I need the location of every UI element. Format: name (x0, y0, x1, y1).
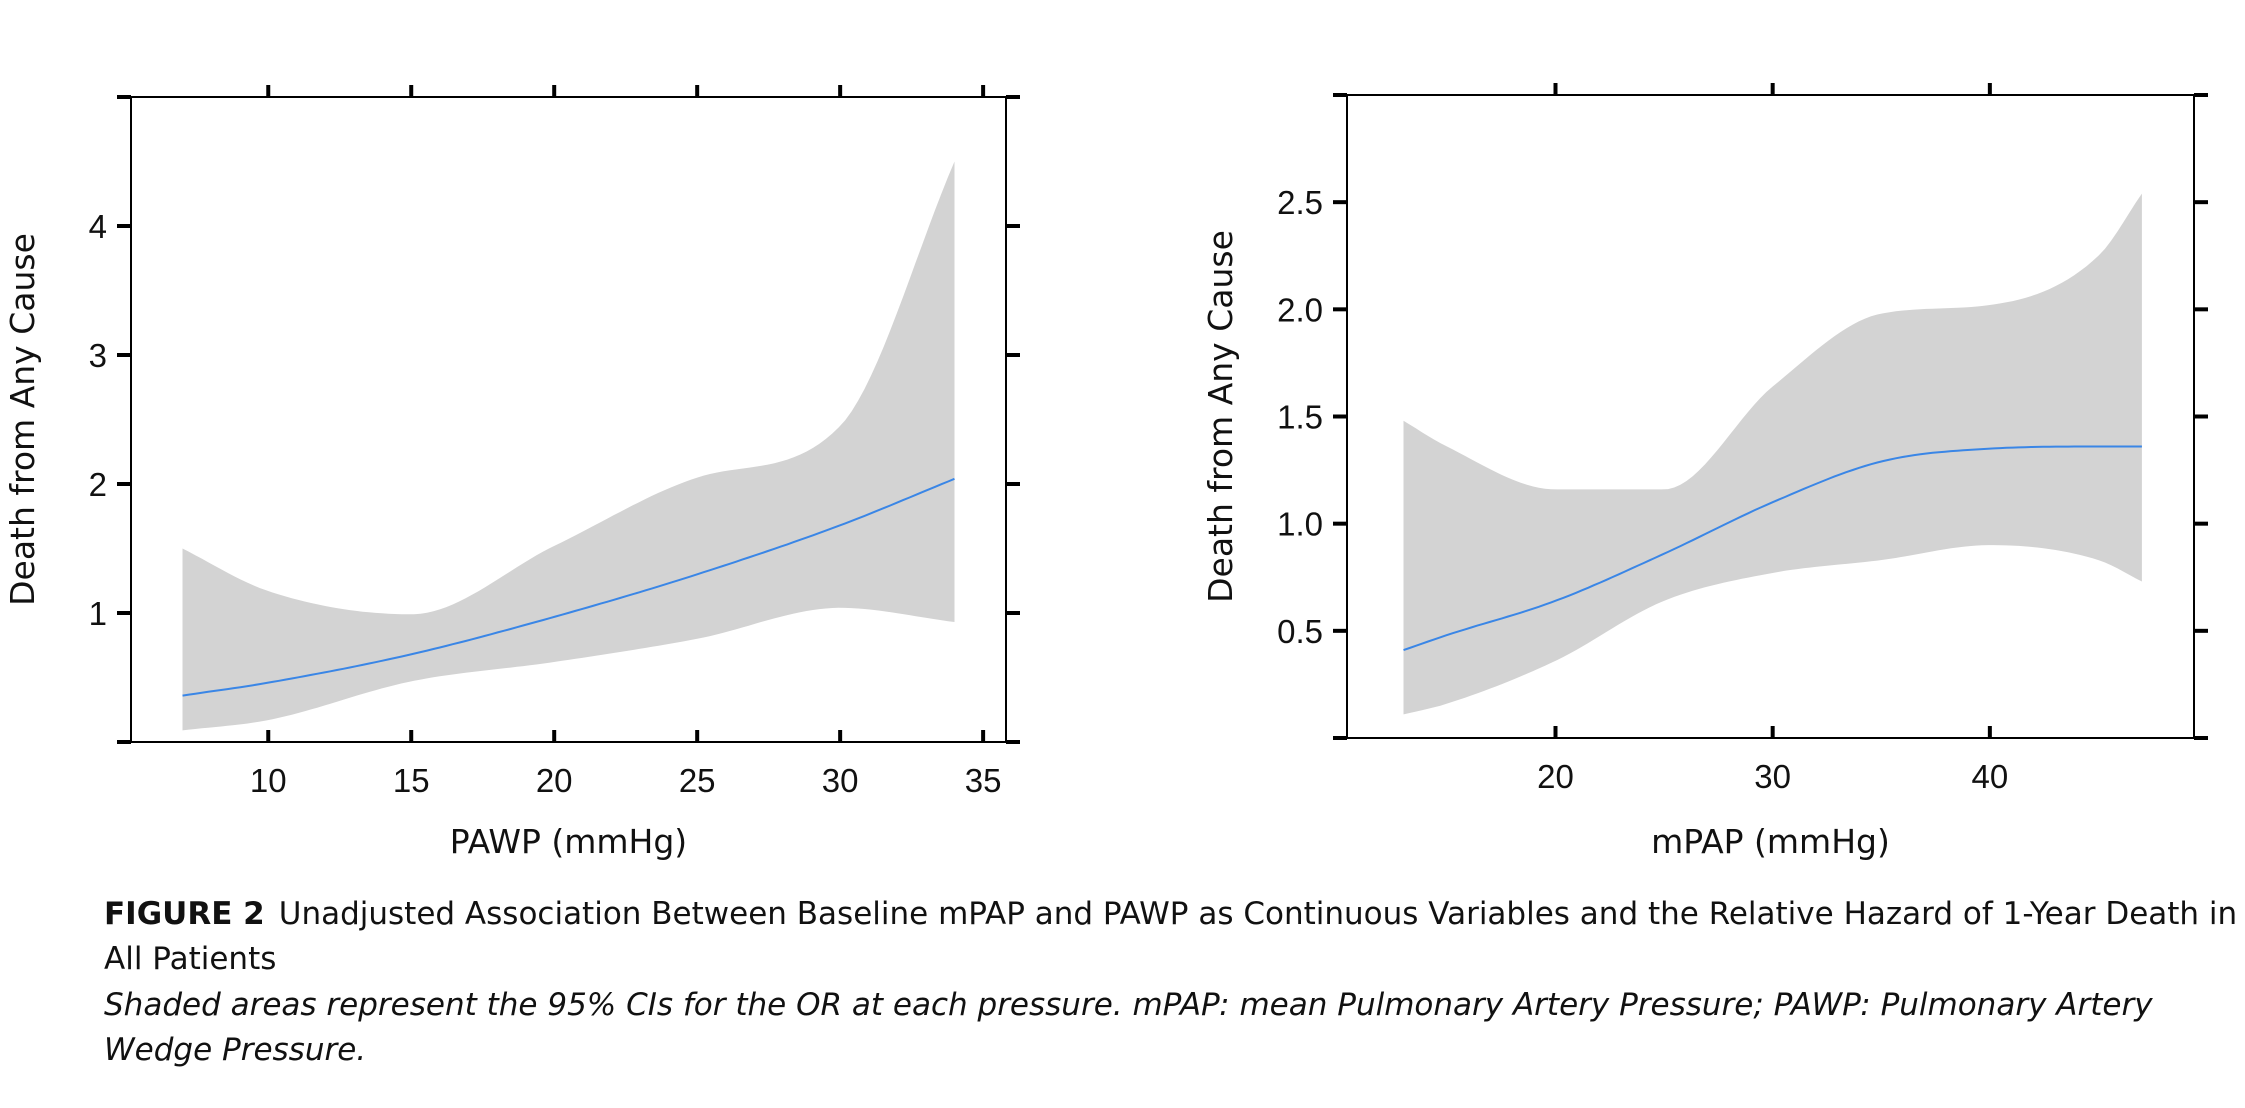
x-tick-label: 20 (1537, 758, 1574, 795)
ci-band (1403, 193, 2142, 715)
x-tick-label: 25 (679, 762, 716, 799)
figure-label: FIGURE 2 (104, 896, 265, 932)
y-tick-label: 2 (89, 466, 107, 503)
x-tick-label: 40 (1971, 758, 2008, 795)
hazard-curve (182, 477, 955, 697)
x-tick-label: 35 (965, 762, 1002, 799)
y-tick-label: 2.0 (1277, 291, 1323, 328)
x-axis-title: mPAP (mmHg) (1651, 822, 1890, 861)
y-tick-label: 3 (89, 337, 107, 374)
y-tick-label: 1.0 (1277, 506, 1323, 543)
chart-panel-1: 10 15 20 25 30 35 1 2 3 4 PAWP (mmHg) Death from An… (3, 85, 1020, 861)
y-tick-label: 1.5 (1277, 399, 1323, 436)
figure-caption: FIGURE 2 Unadjusted Association Between B… (104, 892, 2239, 982)
x-axis-title: PAWP (mmHg) (450, 822, 687, 861)
hazard-curve (1403, 445, 2142, 652)
caption-text: Unadjusted Association Between Baseline … (104, 896, 2238, 977)
x-tick-label: 20 (536, 762, 573, 799)
x-tick-label: 10 (250, 762, 287, 799)
y-tick-label: 2.5 (1277, 184, 1323, 221)
y-axis-title: Death from Any Cause (1201, 230, 1240, 603)
x-tick-label: 15 (393, 762, 430, 799)
y-axis-title: Death from Any Cause (3, 233, 42, 606)
y-tick-label: 4 (89, 208, 107, 245)
x-tick-label: 30 (1754, 758, 1791, 795)
caption-note: Shaded areas represent the 95% CIs for t… (104, 987, 2153, 1068)
figure: 10 15 20 25 30 35 1 2 3 4 PAWP (mmHg) Death from An… (3, 83, 2208, 861)
chart-panel-2: 20 30 40 0.5 1.0 1.5 2.0 2.5 mPAP (mmHg) Death fr… (1201, 83, 2208, 861)
x-tick-label: 30 (822, 762, 859, 799)
y-tick-label: 1 (89, 595, 107, 632)
ci-band (182, 161, 955, 731)
y-tick-label: 0.5 (1277, 613, 1323, 650)
